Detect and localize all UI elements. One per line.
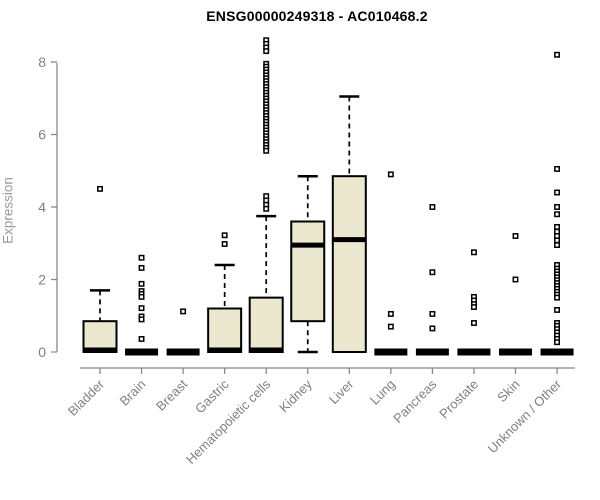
outlier-point [554, 211, 560, 218]
box-group [331, 95, 367, 353]
outlier-point [138, 305, 145, 312]
box-rect [331, 175, 367, 353]
outlier-point [138, 254, 145, 261]
outlier-point [138, 293, 145, 300]
x-tick-label: Liver [326, 376, 357, 407]
outlier-point [429, 310, 436, 317]
outlier-point [97, 185, 103, 192]
outlier-point [263, 205, 270, 212]
box-rect [290, 220, 326, 323]
outlier-point [512, 233, 519, 239]
outlier-point [429, 325, 436, 332]
x-tick-label: Lung [367, 377, 398, 408]
box-rect [82, 320, 118, 353]
box-group [207, 232, 243, 353]
outlier-point [138, 336, 145, 342]
outlier-point [138, 264, 145, 271]
outlier-point [554, 165, 560, 172]
outlier-point [554, 204, 560, 210]
collapsed-box [415, 348, 449, 356]
outlier-point [471, 249, 477, 256]
box-group [248, 37, 284, 353]
outlier-point [471, 304, 477, 311]
outlier-point [554, 223, 560, 230]
y-tick-label: 8 [38, 54, 46, 70]
collapsed-box [374, 348, 408, 356]
outlier-point [429, 204, 436, 210]
outlier-point [471, 320, 477, 326]
x-tick-label: Kidney [276, 376, 315, 415]
outlier-point [138, 280, 145, 287]
y-tick-label: 0 [38, 344, 46, 360]
box-group [457, 249, 491, 356]
box-rect [207, 307, 243, 353]
x-tick-label: Breast [153, 376, 190, 413]
chart-title: ENSG00000249318 - AC010468.2 [206, 8, 428, 24]
collapsed-box [125, 348, 159, 356]
box-group [290, 174, 326, 354]
box-group [540, 51, 574, 356]
outlier-point [554, 339, 560, 346]
box-group [166, 308, 200, 356]
outlier-point [263, 48, 270, 55]
outlier-point [387, 323, 394, 330]
x-tick-label: Bladder [65, 376, 108, 419]
outlier-point [554, 307, 560, 313]
outlier-point [387, 171, 394, 178]
collapsed-box [540, 348, 574, 356]
box-group [82, 185, 118, 353]
y-tick-label: 4 [38, 199, 46, 215]
outlier-point [180, 308, 187, 315]
x-tick-label: Skin [494, 377, 522, 405]
outlier-point [512, 276, 519, 283]
y-tick-label: 2 [38, 272, 46, 288]
outlier-point [263, 147, 270, 154]
y-axis-title: Expression [0, 177, 16, 244]
outlier-point [429, 269, 436, 276]
x-tick-label: Pancreas [390, 376, 440, 426]
box-group [499, 233, 532, 356]
outlier-point [138, 316, 145, 323]
x-tick-label: Brain [117, 377, 149, 409]
y-tick-label: 6 [38, 127, 46, 143]
outlier-point [554, 242, 560, 249]
box-group [415, 204, 449, 356]
x-tick-label: Unknown / Other [485, 376, 565, 456]
box-group [374, 171, 408, 356]
outlier-point [387, 310, 394, 317]
outlier-point [554, 51, 560, 58]
outlier-point [554, 189, 560, 196]
outlier-point [221, 241, 228, 247]
x-tick-label: Prostate [436, 377, 481, 422]
x-tick-label: Gastric [192, 376, 232, 416]
collapsed-box [166, 348, 200, 356]
box-rect [248, 296, 284, 353]
outlier-point [554, 237, 560, 244]
box-group [125, 254, 159, 356]
outlier-point [554, 294, 560, 301]
outlier-point [221, 232, 228, 239]
collapsed-box [457, 348, 491, 356]
collapsed-box [499, 348, 532, 356]
